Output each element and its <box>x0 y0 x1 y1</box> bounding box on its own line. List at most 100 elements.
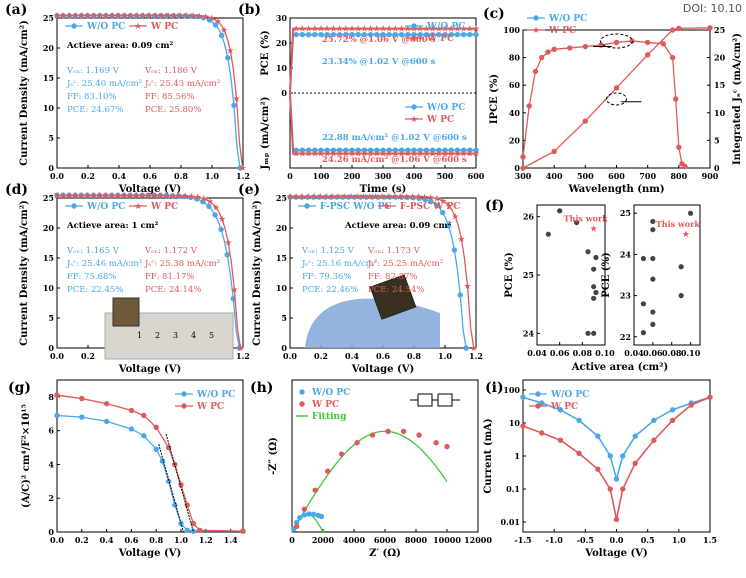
a-point: ★ <box>53 11 61 21</box>
g-point <box>184 527 190 534</box>
a-point: ★ <box>127 11 135 21</box>
g-legend-label: W PC <box>196 402 224 412</box>
e-point: ★ <box>335 193 343 203</box>
c-jsc-point <box>644 52 651 58</box>
d-point <box>218 226 224 233</box>
b-point: ★ <box>311 25 319 35</box>
h-point <box>318 513 325 520</box>
a-param-blue: PCE: 24.67% <box>67 105 123 115</box>
c-xtick-label: 600 <box>608 171 625 181</box>
d-point: ★ <box>59 192 67 202</box>
h-point <box>369 432 376 438</box>
b-point: ★ <box>354 150 362 160</box>
b-point: ★ <box>391 25 399 35</box>
e-ytick-label: 10 <box>276 283 288 293</box>
d-param-blue: FF: 75.68% <box>67 272 116 282</box>
i-ylabel: Current (mA) <box>483 418 494 493</box>
c-xtick-label: 500 <box>577 171 594 181</box>
e-point: ★ <box>347 193 355 203</box>
d-point: ★ <box>96 192 104 202</box>
e-xtick-label: 0.2 <box>314 351 328 361</box>
d-point: ★ <box>53 192 61 202</box>
e-point: ★ <box>433 195 441 205</box>
b-legend-marker <box>411 23 417 29</box>
d-param-blue: PCE: 22.45% <box>67 285 123 295</box>
b-point: ★ <box>367 150 375 160</box>
b-ytick-label: 30 <box>276 13 288 23</box>
f-point <box>585 330 591 336</box>
f-xtick-label: 0.04 <box>527 348 547 358</box>
f-ytick-label: 25 <box>523 270 534 280</box>
e-point: ★ <box>341 193 349 203</box>
f-point <box>650 309 656 315</box>
d-point: ★ <box>206 198 214 208</box>
d-legend-label: W/O PC <box>86 202 125 212</box>
d-device-photo <box>112 297 140 327</box>
d-point: ★ <box>224 239 232 249</box>
b-point <box>305 147 312 153</box>
b-point <box>460 147 467 153</box>
d-point: ★ <box>108 192 116 202</box>
a-point: ★ <box>201 13 209 23</box>
f-point <box>591 330 597 336</box>
h-xtick-label: 8000 <box>405 535 428 545</box>
b-point: ★ <box>323 25 331 35</box>
h-point <box>400 428 407 434</box>
d-point: ★ <box>132 192 140 202</box>
h-xtick-label: 10000 <box>433 535 461 545</box>
d-legend-marker <box>71 203 77 209</box>
b-point <box>411 31 417 38</box>
b-point <box>305 31 312 38</box>
e-point: ★ <box>353 193 361 203</box>
d-param-blue: Jₛᶜ: 25.46 mA/cm² <box>66 259 142 269</box>
h-legend-label: W/O PC <box>311 388 350 398</box>
e-param-blue: Vₒₙ: 1.125 V <box>301 246 355 256</box>
d-point <box>224 252 230 258</box>
b-point: ★ <box>379 25 387 35</box>
b-point: ★ <box>373 150 381 160</box>
b-point <box>386 31 392 38</box>
a-point: ★ <box>158 11 166 21</box>
g-point <box>184 502 190 508</box>
e-glove-photo <box>305 298 440 348</box>
d-point: ★ <box>181 192 189 202</box>
a-point: ★ <box>59 11 67 21</box>
b-legend-label: W/O PC <box>426 103 465 113</box>
d-point: ★ <box>230 285 238 295</box>
b-point: ★ <box>360 25 368 35</box>
c-ytick-label: 25 <box>714 25 725 35</box>
c-ytick-label: 0 <box>514 163 520 173</box>
b-point: ★ <box>441 150 449 160</box>
c-ytick-label: 0 <box>714 163 720 173</box>
h-point <box>306 511 312 517</box>
b-point <box>392 31 399 38</box>
e-point <box>445 222 452 229</box>
b-point <box>392 147 399 153</box>
a-point: ★ <box>65 11 73 21</box>
h-xtick-label: 4000 <box>343 535 366 545</box>
g-series-line <box>56 414 243 532</box>
g-ytick-label: 8 <box>48 392 54 402</box>
b-point <box>361 31 368 38</box>
f-xlabel: Active area (cm²) <box>571 362 669 373</box>
e-param-blue: PCE: 22.46% <box>302 285 358 295</box>
d-ruler-number: 4 <box>191 331 196 340</box>
b-point <box>442 31 448 38</box>
e-param-red: PCE: 24.54% <box>368 285 424 295</box>
b-point: ★ <box>348 25 356 35</box>
b-point: ★ <box>422 25 430 35</box>
c-ipce-point <box>545 49 551 55</box>
d-point: ★ <box>139 192 147 202</box>
b-point <box>386 147 392 153</box>
e-point: ★ <box>286 193 294 203</box>
f-label: (f) <box>485 198 504 214</box>
e-point: ★ <box>366 193 374 203</box>
f-point <box>591 266 597 272</box>
a-point: ★ <box>109 11 117 21</box>
f-xtick-label: 0.06 <box>550 348 570 358</box>
e-point: ★ <box>451 213 459 223</box>
b-point <box>417 31 423 38</box>
h-point <box>301 506 308 512</box>
b-point: ★ <box>342 150 350 160</box>
g-fit-line <box>158 444 184 533</box>
